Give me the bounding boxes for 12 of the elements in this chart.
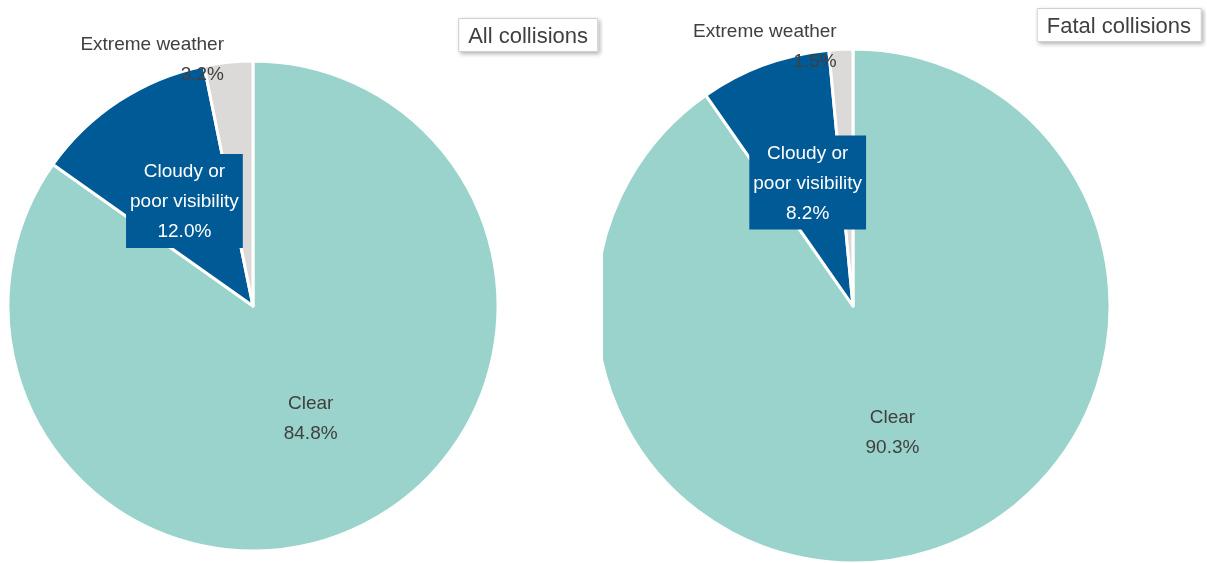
- chart-title: Fatal collisions: [1046, 12, 1191, 38]
- data-label: 8.2%: [786, 202, 830, 224]
- slice-label: Cloudy or poor visibility: [753, 142, 863, 194]
- slice-label: Extreme weather: [693, 19, 838, 41]
- data-label: 12.0%: [157, 220, 212, 242]
- slice-label: Cloudy or poor visibility: [130, 160, 240, 212]
- data-label: 84.8%: [283, 421, 338, 443]
- chart-title: All collisions: [468, 22, 589, 48]
- data-label: 90.3%: [865, 435, 920, 457]
- slice-label: Clear: [287, 391, 335, 413]
- slice-label: Clear: [869, 405, 916, 427]
- slice-label: Extreme weather: [80, 32, 225, 54]
